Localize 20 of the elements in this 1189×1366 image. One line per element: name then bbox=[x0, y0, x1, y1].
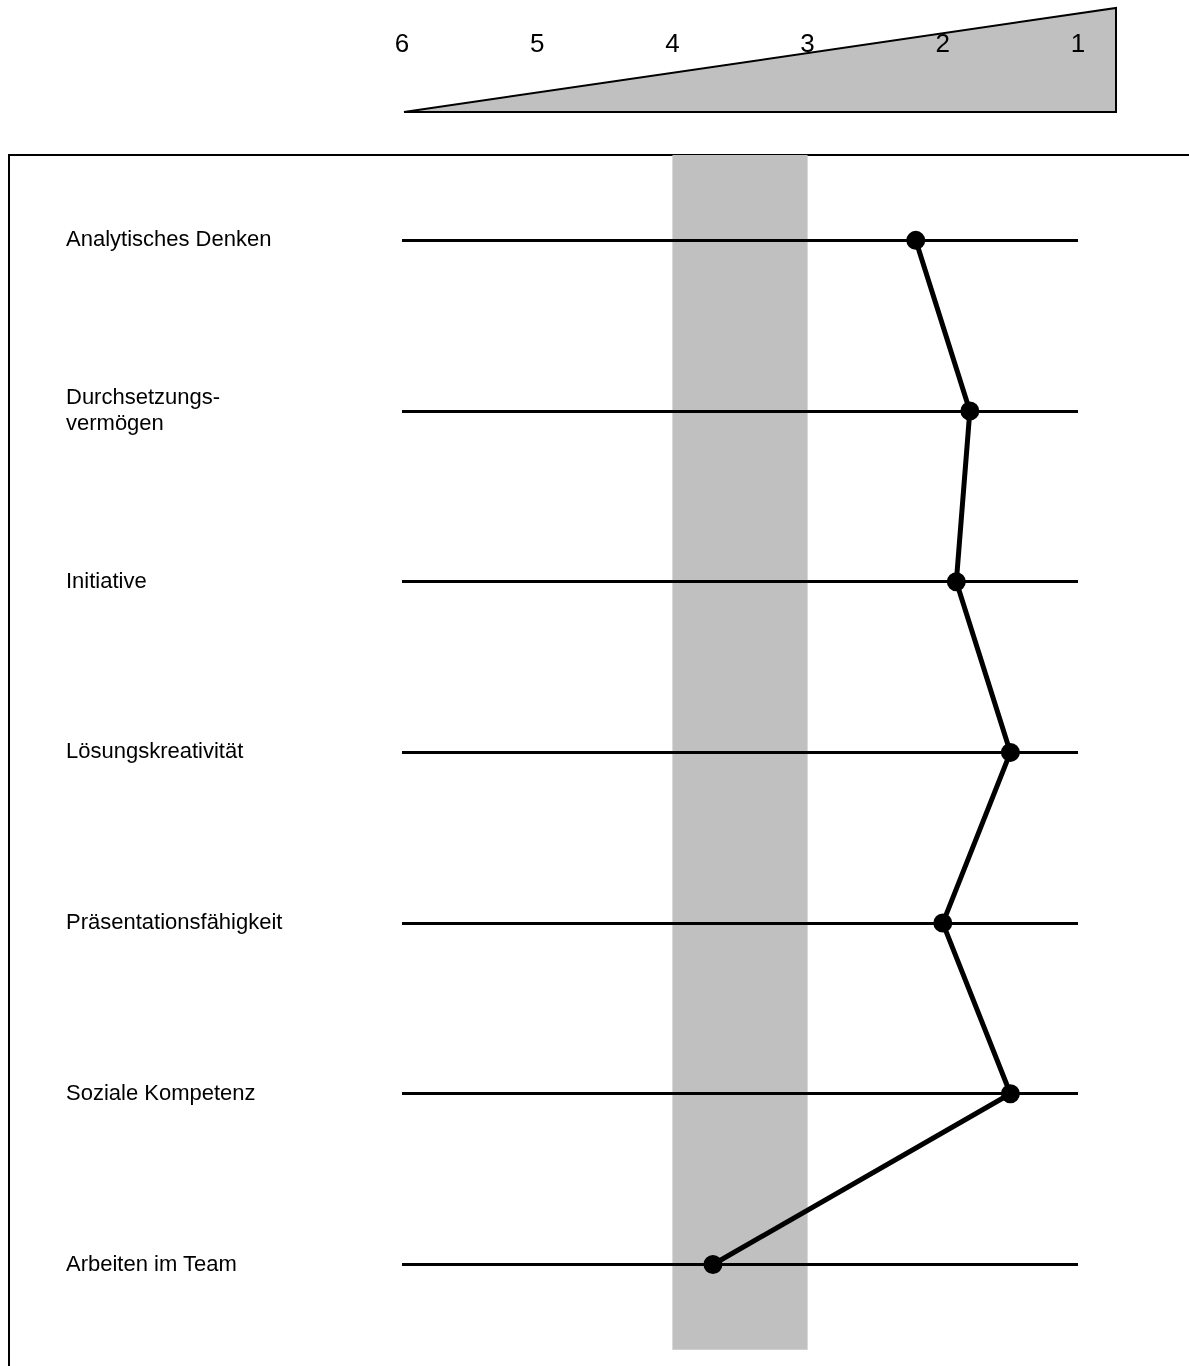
x-tick-label: 4 bbox=[665, 27, 680, 58]
x-tick-label: 2 bbox=[935, 27, 951, 58]
y-tick-label: Initiative bbox=[66, 567, 147, 593]
point bbox=[1000, 1084, 1020, 1104]
point bbox=[1000, 742, 1020, 762]
x-tick-label: 5 bbox=[529, 27, 545, 58]
y-tick-label: Lösungskreativität bbox=[66, 738, 244, 764]
x-tick-label: 6 bbox=[394, 27, 410, 58]
y-tick-label: Durchsetzungs- vermögen bbox=[66, 383, 221, 436]
y-tick-label: Analytisches Denken bbox=[66, 226, 272, 252]
x-tick-label: 1 bbox=[1070, 27, 1086, 58]
y-tick-label: Arbeiten im Team bbox=[66, 1250, 237, 1276]
y-tick-label: Präsentationsfähigkeit bbox=[66, 909, 283, 935]
y-tick-label: Soziale Kompetenz bbox=[66, 1079, 256, 1105]
point bbox=[946, 572, 966, 592]
point bbox=[960, 401, 980, 421]
point bbox=[906, 230, 926, 250]
x-tick-label: 3 bbox=[800, 27, 815, 58]
point bbox=[703, 1254, 723, 1274]
point bbox=[933, 913, 953, 933]
